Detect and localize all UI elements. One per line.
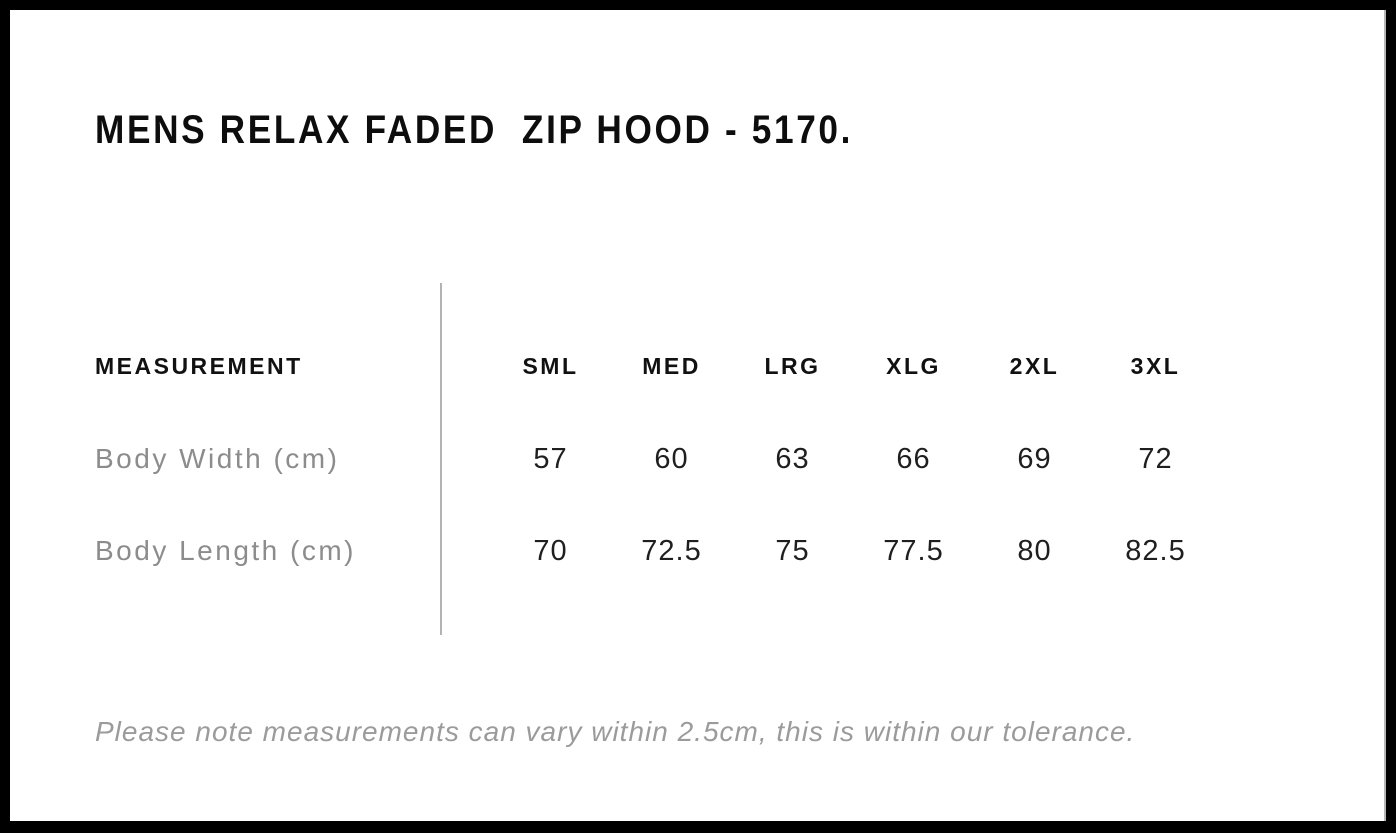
value-cell-body-width-3xl: 72 bbox=[1138, 443, 1173, 475]
body-length-values: 70 72.5 75 77.5 80 82.5 bbox=[490, 534, 1216, 568]
value-cell-body-length-lrg: 75 bbox=[775, 535, 810, 567]
row-label-body-width: Body Width (cm) bbox=[95, 443, 340, 474]
body-width-values: 57 60 63 66 69 72 bbox=[490, 442, 1216, 476]
measurement-column-header: MEASUREMENT bbox=[95, 353, 303, 379]
size-column-header-sml: SML bbox=[522, 353, 579, 379]
value-cell-body-width-lrg: 63 bbox=[775, 443, 810, 475]
size-column-header-med: MED bbox=[642, 353, 701, 379]
value-cell-body-width-2xl: 69 bbox=[1017, 443, 1052, 475]
table-header-row: MEASUREMENT SML MED LRG XLG 2XL 3XL bbox=[10, 349, 1384, 383]
value-cell-body-length-med: 72.5 bbox=[641, 535, 702, 567]
row-label-body-length: Body Length (cm) bbox=[95, 535, 356, 566]
size-guide-canvas: MENS RELAX FADED ZIP HOOD - 5170. MEASUR… bbox=[10, 10, 1386, 821]
value-cell-body-width-xlg: 66 bbox=[896, 443, 931, 475]
size-column-header-3xl: 3XL bbox=[1130, 353, 1181, 379]
value-cell-body-length-xlg: 77.5 bbox=[883, 535, 944, 567]
value-cell-body-length-sml: 70 bbox=[533, 535, 568, 567]
size-header-columns: SML MED LRG XLG 2XL 3XL bbox=[490, 349, 1216, 383]
tolerance-note: Please note measurements can vary within… bbox=[95, 716, 1136, 747]
value-cell-body-length-2xl: 80 bbox=[1017, 535, 1052, 567]
table-row-body-length: Body Length (cm) 70 72.5 75 77.5 80 82.5 bbox=[10, 534, 1384, 568]
value-cell-body-width-med: 60 bbox=[654, 443, 689, 475]
table-column-divider bbox=[440, 283, 442, 635]
product-title: MENS RELAX FADED ZIP HOOD - 5170. bbox=[95, 108, 854, 152]
size-column-header-2xl: 2XL bbox=[1009, 353, 1060, 379]
table-row-body-width: Body Width (cm) 57 60 63 66 69 72 bbox=[10, 442, 1384, 476]
value-cell-body-width-sml: 57 bbox=[533, 443, 568, 475]
size-column-header-xlg: XLG bbox=[886, 353, 941, 379]
value-cell-body-length-3xl: 82.5 bbox=[1125, 535, 1186, 567]
size-column-header-lrg: LRG bbox=[764, 353, 821, 379]
